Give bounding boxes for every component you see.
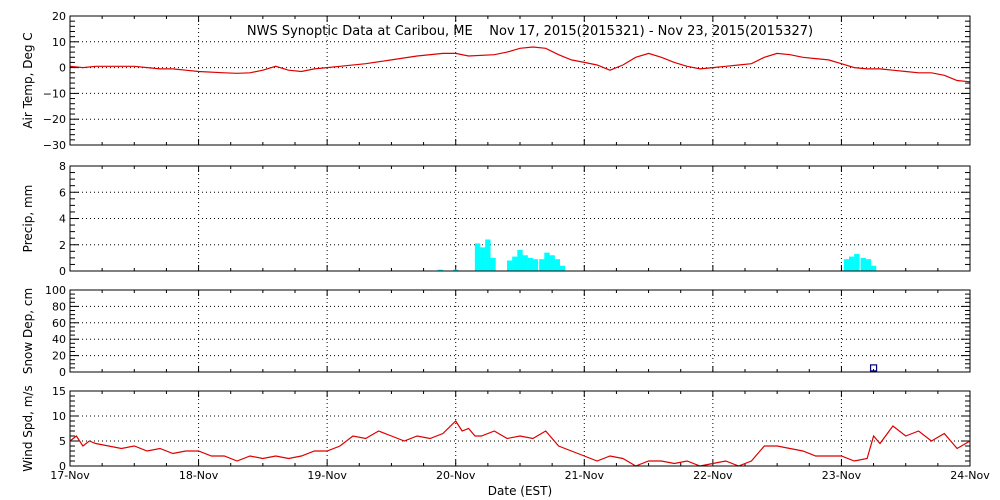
y-tick-label: 0: [59, 62, 66, 75]
y-tick-label: 0: [59, 366, 66, 379]
x-tick-label: 20-Nov: [436, 469, 476, 482]
y-tick-label: 2: [59, 239, 66, 252]
precip-bar: [480, 247, 486, 271]
y-axis-label: Air Temp, Deg C: [21, 32, 35, 128]
precip-bar: [507, 260, 513, 271]
precip-bar: [849, 256, 855, 271]
y-tick-label: 80: [52, 300, 66, 313]
y-tick-label: 15: [52, 385, 66, 398]
precip-bar: [843, 259, 850, 271]
x-tick-label: 24-Nov: [950, 469, 990, 482]
precip-bar: [544, 252, 550, 271]
chart-title: NWS Synoptic Data at Caribou, ME Nov 17,…: [247, 24, 813, 39]
x-tick-label: 21-Nov: [565, 469, 605, 482]
x-tick-label: 17-Nov: [50, 469, 90, 482]
y-tick-label: 20: [52, 350, 66, 363]
y-tick-label: 60: [52, 317, 66, 330]
temp-panel: 20 10 0 −10 −20 −30 Air Temp, Deg C: [21, 10, 971, 152]
temp-frame: [69, 15, 971, 146]
snow-panel: 100 80 60 40 20 0 Snow Dep, cm: [21, 284, 971, 379]
precip-bar: [527, 257, 533, 271]
y-tick-label: 100: [45, 284, 66, 297]
precip-bar: [549, 255, 555, 271]
precip-panel: 8 6 4 2 0 Precip, mm: [21, 160, 971, 278]
y-tick-label: 5: [59, 435, 66, 448]
y-tick-label: −10: [43, 87, 66, 100]
y-axis-label: Snow Dep, cm: [21, 288, 35, 374]
x-tick-label: 23-Nov: [822, 469, 862, 482]
x-tick-label: 18-Nov: [179, 469, 219, 482]
y-tick-label: 10: [52, 410, 66, 423]
precip-bar: [860, 257, 866, 271]
precip-bar: [539, 259, 545, 271]
y-tick-label: 40: [52, 333, 66, 346]
y-axis-label: Precip, mm: [21, 185, 35, 253]
x-tick-label: 19-Nov: [307, 469, 347, 482]
precip-bar: [490, 257, 496, 271]
y-tick-label: 8: [59, 160, 66, 173]
temp-series-line: [69, 46, 971, 83]
snow-frame: [69, 289, 971, 373]
precip-bar: [437, 269, 443, 271]
y-tick-label: 4: [59, 213, 66, 226]
y-tick-label: −30: [43, 139, 66, 152]
precip-bar: [865, 259, 872, 271]
x-axis-label: Date (EST): [488, 484, 552, 498]
y-tick-label: −20: [43, 113, 66, 126]
precip-bar: [532, 259, 539, 271]
precip-bar: [854, 253, 860, 271]
precip-bar: [522, 255, 528, 271]
precip-frame: [69, 165, 971, 272]
precip-bar: [554, 259, 560, 271]
precip-bar: [485, 239, 491, 271]
wind-frame: [69, 390, 971, 467]
x-tick-labels: 17-Nov 18-Nov 19-Nov 20-Nov 21-Nov 22-Nov 23-N…: [50, 469, 990, 482]
wind-series-line: [69, 420, 971, 467]
y-tick-label: 0: [59, 460, 66, 473]
y-axis-label: Wind Spd, m/s: [21, 385, 35, 471]
y-tick-label: 6: [59, 186, 66, 199]
y-tick-label: 0: [59, 265, 66, 278]
y-tick-label: 20: [52, 10, 66, 23]
precip-bar: [517, 250, 523, 271]
y-tick-label: 10: [52, 36, 66, 49]
precip-bar: [870, 265, 877, 271]
precip-bar: [512, 256, 518, 271]
precip-bar: [453, 269, 459, 271]
x-tick-label: 22-Nov: [693, 469, 733, 482]
wind-panel: 15 10 5 0 Wind Spd, m/s: [21, 385, 971, 473]
snow-depth-point: [869, 364, 878, 372]
precip-bar: [559, 265, 566, 271]
precip-bar: [474, 243, 481, 271]
